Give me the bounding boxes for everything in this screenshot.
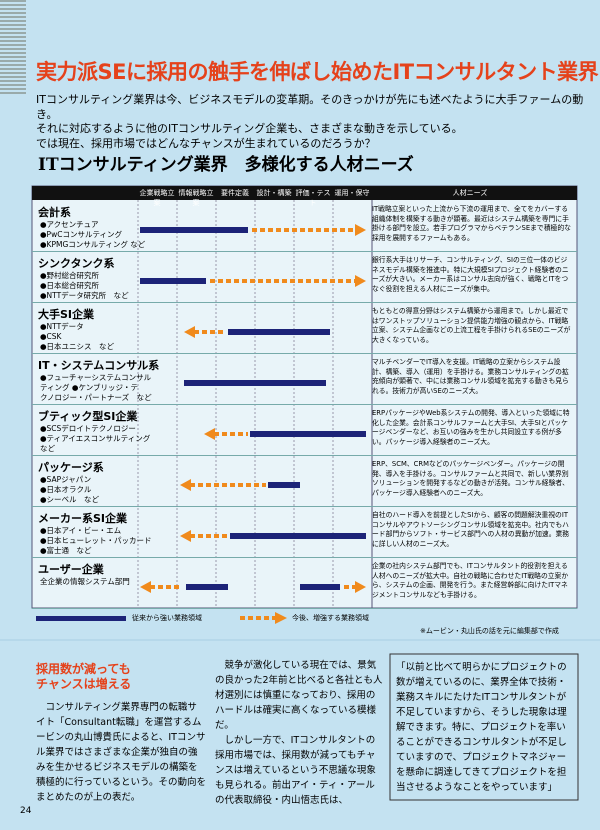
companies: ●日本アイ・ビー・エム ●日本ヒューレット・パッカード ●富士通 など [40,526,152,556]
companies: ●NTTデータ ●CSK ●日本ユニシス など [40,322,114,352]
table-title: ITコンサルティング業界 多様化する人材ニーズ [38,155,414,175]
strong-area-bar [268,482,300,488]
title: 実力派SEに採用の触手を伸ばし始めたITコンサルタント業界 [36,60,599,84]
company: ●日本ヒューレット・パッカード [40,536,152,545]
table-row: シンクタンク系 ●野村総合研究所 ●日本総合研究所 ●NTTデータ研究所 など 銀行系大… [32,251,577,303]
row-name: ブティック型SI企業 [38,410,138,423]
arrow-head [355,275,366,287]
needs: 企業の社内システム部門でも、ITコンサルタント的役割を担える人材へのニーズが拡大… [372,562,569,599]
company: ●フューチャーシステムコンサル [40,373,152,382]
table-row: 大手SI企業 ●NTTデータ ●CSK ●日本ユニシス など もともとの得意分野はシステ… [32,302,577,354]
paragraph: 競争が激化している現在では、景気の良かった2年前と比べると各社とも人材選別には慎… [215,660,383,731]
article-heading: 採用数が減っても チャンスは増える [36,662,131,692]
arrow-head [180,479,191,491]
strong-area-bar [250,431,366,437]
table-row: 会計系 ●アクセンチュア ●PwCコンサルティング ●KPMGコンサルティング など I… [32,200,577,252]
table-row: メーカー系SI企業 ●日本アイ・ビー・エム ●日本ヒューレット・パッカード ●富士通 … [32,506,577,558]
company: ●ティアイエスコンサルティング [40,434,151,443]
company: ●日本ユニシス など [40,342,115,351]
table-row: IT・システムコンサル系 ●フューチャーシステムコンサル ティング ●ケンブリッジ・… [32,353,577,405]
column-header: 情報戦略立案 [178,189,214,207]
legend-dashed: 今後、増強する業務領域 [292,614,369,622]
needs: 自社のハード導入を前提としたSIから、顧客の問題解決重視のITコンサルやアウトソ… [372,511,570,548]
companies: ●SAPジャパン ●日本オラクル ●シーベル など [40,475,99,505]
company: ●NTTデータ [40,322,84,331]
company: 全企業の情報システム部門 [40,577,130,586]
intro-line: では現在、採用市場ではどんなチャンスが生まれているのだろうか？ [36,136,376,150]
company: ●日本総合研究所 [40,281,100,290]
needs: IT戦略立案といった上流から下流の運用まで、全てをカバーする組織体制を構築する動… [372,205,571,242]
company: ●アクセンチュア [40,220,99,229]
arrow-head [140,581,151,593]
page-number: 24 [20,806,32,816]
heading-line: チャンスは増える [36,677,132,691]
quote: 「以前と比べて明らかにプロジェクトの数が増えているのに、業界全体で技術・業務スキ… [396,662,567,793]
strong-area-bar [186,584,228,590]
row-name: シンクタンク系 [38,257,115,270]
strong-area-bar [230,533,366,539]
column-header: 運用・保守 [334,189,370,197]
company: ●CSK [40,332,62,341]
company: ●SAPジャパン [40,475,92,484]
row-name: ユーザー企業 [38,563,104,576]
legend-solid: 従来から強い業務領域 [132,614,202,622]
arrow-head [355,224,366,236]
companies: ●フューチャーシステムコンサル ティング ●ケンブリッジ・テ クノロジー・パートナー… [40,373,152,403]
paragraph: しかし一方で、ITコンサルタントの採用市場では、採用数が減ってもチャンスは増えて… [215,735,376,806]
company: ●日本アイ・ビー・エム [40,526,122,535]
table-row: パッケージ系 ●SAPジャパン ●日本オラクル ●シーベル など ERP、SCM、CRM… [32,455,577,507]
strong-area-bar [140,227,248,233]
intro: ITコンサルティング業界は今、ビジネスモデルの変革期。そのきっかけが先にも述べた… [36,93,596,151]
article-middle: 競争が激化している現在では、景気の良かった2年前と比べると各社とも人材選別には慎… [215,658,383,808]
companies: ●野村総合研究所 ●日本総合研究所 ●NTTデータ研究所 など [40,271,129,301]
company: ●富士通 など [40,546,92,555]
company: ●NTTデータ研究所 など [40,291,129,300]
column-header: 要件定義 [221,189,249,197]
strong-area-bar [228,329,330,335]
company: ●SCSデロイトテクノロジー [40,424,136,433]
strong-area-bar [184,380,326,386]
companies: ●SCSデロイトテクノロジー ●ティアイエスコンサルティング など [40,424,150,454]
arrow-head [355,581,366,593]
row-name: 大手SI企業 [38,308,95,321]
company: ●シーベル など [40,495,100,504]
strong-area-bar [300,584,340,590]
needs: マルチベンダーでIT導入を支援。IT戦略の立案からシステム設計、構築、導入（運用… [372,358,569,395]
table-row: ユーザー企業 全企業の情報システム部門 企業の社内システム部門でも、ITコンサルタン… [32,557,577,609]
arrow-head [184,326,195,338]
heading-line: 採用数が減っても [36,662,131,676]
company: ティング ●ケンブリッジ・テ [40,383,139,392]
table-row: ブティック型SI企業 ●SCSデロイトテクノロジー ●ティアイエスコンサルティングな… [32,404,577,456]
row-name: 会計系 [38,206,71,219]
company: など [40,444,55,453]
strong-area-bar [140,278,206,284]
companies: ●アクセンチュア ●PwCコンサルティング ●KPMGコンサルティング など [40,220,145,250]
company: クノロジー・パートナーズ など [40,393,152,402]
needs: 銀行系大手はリサーチ、コンサルティング、SIの三位一体のビジネスモデル構築を推進… [372,256,569,293]
row-name: IT・システムコンサル系 [38,359,160,372]
column-header: 人材ニーズ [452,189,488,197]
company: ●野村総合研究所 [40,271,100,280]
company: ●KPMGコンサルティング など [40,240,146,249]
column-header: 評価・テスト [295,189,331,207]
company: ●PwCコンサルティング [40,230,122,239]
row-name: パッケージ系 [38,461,104,474]
intro-line: それに対応するように他のITコンサルティング企業も、さまざまな動きを示している。 [36,122,463,135]
company: ●日本オラクル [40,485,92,494]
row-name: メーカー系SI企業 [38,512,128,525]
column-header: 設計・構築 [256,189,292,197]
needs: ERPパッケージやWeb系システムの開発、導入といった領域に特化した企業。会計系… [372,409,570,446]
needs: ERP、SCM、CRMなどのパッケージベンダー。パッケージの開発、導入を手掛ける… [372,460,569,497]
note: ※ムービン・丸山氏の話を元に編集部で作成 [420,627,559,635]
intro-line: ITコンサルティング業界は今、ビジネスモデルの変革期。そのきっかけが先にも述べた… [36,93,584,121]
arrow-head [204,428,215,440]
article-left: コンサルティング業界専門の転職サイト「Consultant転職」を運営するムービ… [36,702,206,803]
companies: 全企業の情報システム部門 [40,577,130,587]
column-header: 企業戦略立案 [139,189,175,207]
needs: もともとの得意分野はシステム構築から運用まで。しかし最近ではワンストップソリュー… [372,307,571,344]
arrow-head [180,530,191,542]
